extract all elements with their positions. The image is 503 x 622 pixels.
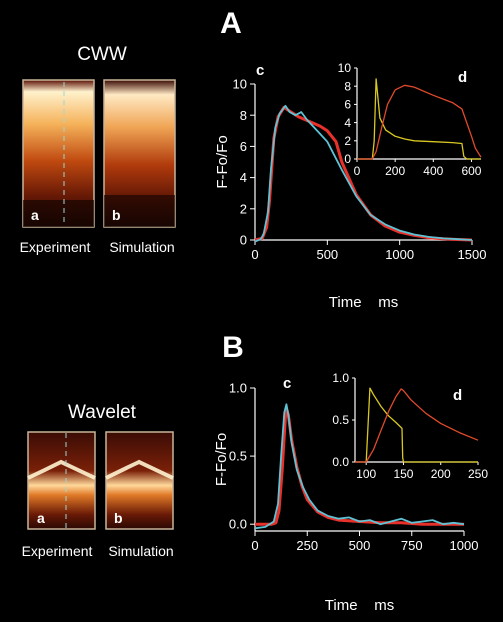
series-line-inset_trace_red bbox=[357, 84, 482, 160]
x-tick-label: 0 bbox=[354, 164, 361, 178]
x-tick-label: 1500 bbox=[458, 247, 487, 262]
series-line-experiment_trace bbox=[254, 104, 473, 243]
y-tick-label: 0.5 bbox=[332, 413, 349, 427]
caption-simulation: Simulation bbox=[109, 239, 174, 255]
y-tick-label: 0.0 bbox=[332, 455, 349, 469]
condition-label-wavelet: Wavelet bbox=[68, 402, 137, 423]
y-tick-label: 2 bbox=[344, 134, 351, 148]
x-tick-label: 500 bbox=[316, 247, 338, 262]
image-letter: b bbox=[112, 207, 121, 223]
panel-letter-A: A bbox=[220, 7, 242, 40]
y-tick-label: 0.5 bbox=[229, 449, 247, 464]
image-letter: b bbox=[114, 510, 123, 526]
y-tick-label: 2 bbox=[240, 201, 247, 216]
panel-letter-B: B bbox=[222, 331, 244, 364]
series-line-inset_trace_red bbox=[355, 388, 479, 463]
image-cww-experiment: a bbox=[22, 79, 95, 228]
image-wavelet-simulation: b bbox=[105, 431, 174, 530]
series-line-experiment_trace bbox=[254, 403, 465, 530]
chart-A-d-inset: 0 2 4 6 8 10 0 200 400 600 d bbox=[338, 61, 482, 178]
image-letter: a bbox=[31, 207, 39, 223]
x-tick-label: 750 bbox=[401, 538, 423, 553]
x-tick-label: 0 bbox=[251, 247, 258, 262]
condition-label-cww: CWW bbox=[77, 44, 127, 65]
x-tick-label: 200 bbox=[385, 164, 405, 178]
x-tick-label: 1000 bbox=[385, 247, 414, 262]
y-axis-label: F-Fo/Fo bbox=[213, 433, 230, 486]
caption-experiment: Experiment bbox=[22, 543, 93, 559]
chart-panel-letter: d bbox=[458, 69, 467, 86]
y-tick-label: 6 bbox=[240, 139, 247, 154]
y-tick-label: 1.0 bbox=[229, 381, 247, 396]
y-tick-label: 8 bbox=[240, 108, 247, 123]
image-wavelet-experiment: a bbox=[27, 431, 96, 530]
y-tick-label: 6 bbox=[344, 98, 351, 112]
x-tick-label: 600 bbox=[461, 164, 481, 178]
y-tick-label: 0 bbox=[240, 233, 247, 248]
x-axis-label: Time ms bbox=[329, 294, 398, 311]
y-tick-label: 8 bbox=[344, 79, 351, 93]
y-axis-label: F-Fo/Fo bbox=[214, 135, 231, 188]
y-tick-label: 4 bbox=[344, 116, 351, 130]
series-line-inset_trace_yellow bbox=[355, 387, 478, 463]
caption-experiment: Experiment bbox=[20, 239, 91, 255]
y-tick-label: 10 bbox=[338, 61, 352, 75]
x-tick-label: 200 bbox=[431, 467, 451, 481]
caption-simulation: Simulation bbox=[108, 543, 173, 559]
x-tick-label: 0 bbox=[251, 538, 258, 553]
y-tick-label: 0 bbox=[344, 152, 351, 166]
image-letter: a bbox=[37, 510, 45, 526]
y-tick-label: 1.0 bbox=[332, 371, 349, 385]
x-tick-label: 250 bbox=[296, 538, 318, 553]
x-tick-label: 400 bbox=[423, 164, 443, 178]
chart-panel-letter: d bbox=[453, 387, 462, 404]
x-tick-label: 150 bbox=[393, 467, 413, 481]
chart-B-d-inset: 0.0 0.5 1.0 100 150 200 250 d bbox=[332, 371, 488, 481]
y-tick-label: 0.0 bbox=[229, 517, 247, 532]
image-cww-simulation: b bbox=[103, 79, 176, 228]
x-axis-label: Time ms bbox=[325, 597, 394, 614]
x-tick-label: 500 bbox=[349, 538, 371, 553]
x-tick-label: 250 bbox=[468, 467, 488, 481]
series-line-inset_trace_yellow bbox=[357, 78, 481, 160]
x-tick-label: 1000 bbox=[450, 538, 479, 553]
y-tick-label: 4 bbox=[240, 170, 247, 185]
chart-panel-letter: c bbox=[256, 62, 264, 79]
chart-B-c: 0.0 0.5 1.0 0 250 500 750 1000 c Time ms F-Fo/Fo bbox=[213, 375, 478, 614]
chart-panel-letter: c bbox=[283, 375, 291, 392]
y-tick-label: 10 bbox=[233, 77, 247, 92]
x-tick-label: 100 bbox=[356, 467, 376, 481]
